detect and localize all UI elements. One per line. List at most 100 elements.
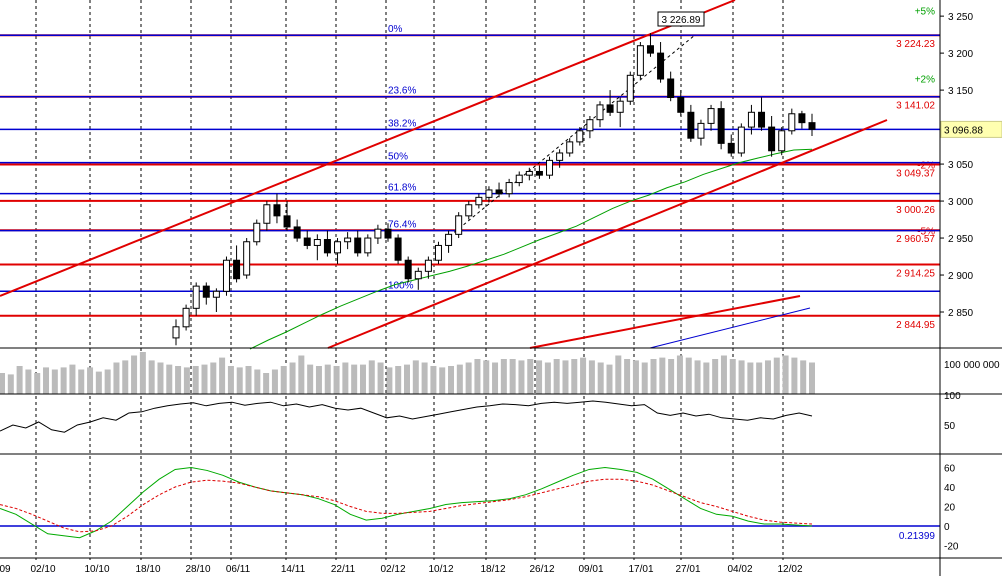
volume-bar [624, 359, 631, 394]
x-tick-label: 28/10 [185, 564, 210, 575]
volume-bar [615, 355, 622, 394]
volume-bar [95, 371, 102, 394]
y-tick-label: 2 950 [948, 234, 973, 245]
fib-label: 0% [388, 24, 403, 35]
candle-body [535, 170, 543, 176]
volume-bar [368, 360, 375, 394]
moving-average [249, 148, 813, 350]
volume-bar [782, 355, 789, 394]
volume-bar [157, 362, 164, 394]
volume-bar [87, 367, 94, 394]
x-tick-label: 26/12 [529, 564, 554, 575]
trend-channel-lines [0, 0, 888, 349]
volume-bar [342, 362, 349, 394]
volume-bar [210, 362, 217, 394]
volume-bar [580, 357, 587, 394]
volume-bar [676, 355, 683, 394]
percent-marker: +2% [915, 75, 935, 86]
candle-body [546, 159, 554, 176]
candle-body [667, 78, 675, 99]
candle-body [323, 239, 331, 254]
candle-body [293, 226, 301, 239]
y-tick-label: 3 000 [948, 197, 973, 208]
volume-bar [78, 369, 85, 394]
candle-body [626, 74, 634, 102]
trend-line [327, 119, 888, 349]
volume-bar [0, 373, 5, 394]
volume-bar [492, 362, 499, 394]
volume-bar [104, 369, 111, 394]
x-tick-label: 02/10 [30, 564, 55, 575]
candle-body [788, 113, 796, 132]
volume-bar [298, 355, 305, 394]
volume-bar [571, 359, 578, 394]
oscillator-tick-label: 50 [944, 421, 956, 432]
x-tick-label: 12/02 [777, 564, 802, 575]
x-tick-label: 10/12 [428, 564, 453, 575]
y-tick-label: 3 200 [948, 49, 973, 60]
macd-tick-label: 60 [944, 464, 956, 475]
volume-bar [34, 373, 41, 394]
x-tick-label: 14/11 [281, 564, 306, 575]
volume-bar [69, 364, 76, 394]
candle-body [202, 285, 210, 298]
volume-bar [712, 359, 719, 394]
fib-label: 61.8% [388, 183, 416, 194]
volume-bar [377, 362, 384, 394]
candle-body [273, 204, 281, 217]
candle-body [636, 45, 644, 76]
candle-body [424, 259, 432, 272]
volume-bar [307, 364, 314, 394]
percent-marker: +5% [915, 7, 935, 18]
x-tick-label: 06/11 [226, 564, 251, 575]
candle-body [717, 108, 725, 144]
volume-bar [280, 366, 287, 394]
candle-body [687, 111, 695, 139]
x-tick-label: 27/01 [675, 564, 700, 575]
candle-body [525, 170, 533, 176]
x-tick-label: 18/12 [480, 564, 505, 575]
volume-bar [359, 364, 366, 394]
x-axis-labels: 09 02/10 10/10 18/10 28/10 06/11 14/11 22/11 02/… [0, 564, 803, 575]
candle-body [586, 119, 594, 132]
volume-bar [351, 364, 358, 394]
y-tick-label: 3 050 [948, 160, 973, 171]
volume-bar [25, 369, 32, 394]
volume-bar [60, 367, 67, 394]
candle-body [505, 182, 513, 195]
candle-body [364, 237, 372, 254]
volume-bar [729, 359, 736, 394]
volume-bar [183, 367, 190, 394]
volume-bar [562, 360, 569, 394]
y-tick-label: 2 850 [948, 308, 973, 319]
volume-bar [632, 360, 639, 394]
volume-bar [800, 360, 807, 394]
last-price-label: 3 096.88 [944, 125, 983, 136]
fib-label: 38.2% [388, 118, 416, 129]
volume-bar [747, 362, 754, 394]
fibonacci-retracement: 0% 23.6% 38.2% 50% 61.8% 76.4% 100% [0, 24, 940, 293]
candle-body [192, 285, 200, 309]
volume-bar [518, 360, 525, 394]
x-tick-label: 09/01 [578, 564, 603, 575]
volume-bar [500, 359, 507, 394]
candle-body [808, 122, 816, 130]
volume-bar [7, 374, 14, 394]
volume-bar [483, 360, 490, 394]
level-label: 2 914.25 [896, 268, 935, 279]
volume-bar [404, 364, 410, 394]
volume-bar [809, 362, 815, 394]
candle-body [182, 307, 190, 328]
volume-bar [122, 360, 129, 394]
volume-bar [324, 364, 331, 394]
x-tick-label: 22/11 [331, 564, 356, 575]
level-label: 3 141.02 [896, 101, 935, 112]
macd-tick-label: 40 [944, 483, 956, 494]
candle-body [445, 233, 453, 246]
volume-bar [527, 359, 534, 394]
candle-body [334, 241, 342, 254]
candle-body [475, 196, 483, 206]
